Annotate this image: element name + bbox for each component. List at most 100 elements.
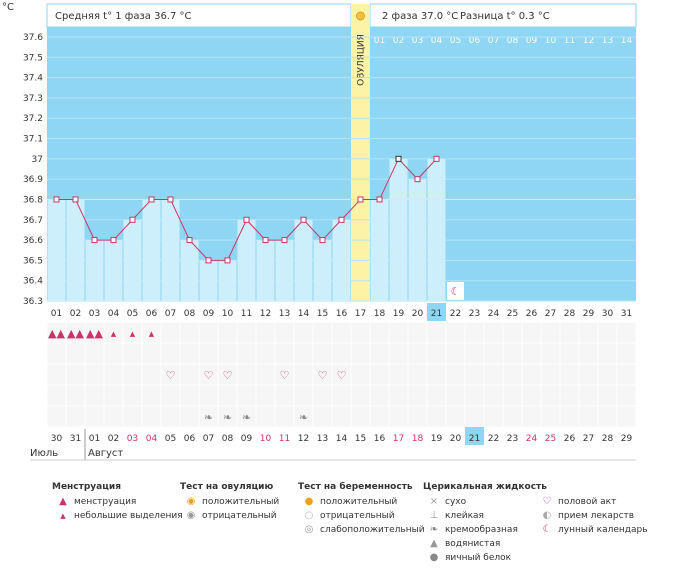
legend-label: сухо bbox=[445, 497, 467, 507]
symbol-cell bbox=[522, 406, 541, 427]
cycle-day-label: 03 bbox=[89, 309, 100, 319]
symbol-cell bbox=[218, 385, 237, 406]
symbol-cell bbox=[351, 406, 370, 427]
cycle-day-label: 02 bbox=[70, 309, 81, 319]
symbol-cell bbox=[503, 343, 522, 364]
egg-white-icon: ● bbox=[429, 552, 439, 563]
y-tick-label: 37.5 bbox=[23, 53, 43, 63]
symbol-cell bbox=[237, 406, 256, 427]
difference-text: Разница t° 0.3 °C bbox=[460, 11, 550, 22]
heart-icon: ♡ bbox=[204, 369, 214, 382]
calendar-date-label: 28 bbox=[602, 434, 614, 444]
temperature-point bbox=[338, 216, 345, 223]
symbol-cell bbox=[47, 406, 66, 427]
symbol-cell bbox=[104, 322, 123, 343]
symbol-cell bbox=[161, 343, 180, 364]
temperature-bar bbox=[142, 199, 161, 301]
watery-icon: ▲ bbox=[430, 538, 438, 549]
temperature-point bbox=[72, 196, 79, 203]
symbol-cell bbox=[256, 406, 275, 427]
symbol-cell bbox=[66, 385, 85, 406]
symbol-cell bbox=[351, 385, 370, 406]
y-tick-label: 36.9 bbox=[23, 175, 43, 185]
symbol-cell bbox=[465, 385, 484, 406]
symbol-cell bbox=[161, 406, 180, 427]
symbol-cell bbox=[123, 343, 142, 364]
symbol-cell bbox=[66, 322, 85, 343]
temperature-bar bbox=[256, 240, 275, 301]
calendar-date-label: 09 bbox=[241, 434, 253, 444]
calendar-date-label: 24 bbox=[526, 434, 538, 444]
symbol-cell bbox=[294, 385, 313, 406]
cycle-day-label: 31 bbox=[621, 309, 632, 319]
symbol-cell bbox=[617, 364, 636, 385]
temperature-bar bbox=[47, 199, 66, 301]
symbol-cell bbox=[579, 364, 598, 385]
post-ov-day: 02 bbox=[393, 36, 404, 46]
symbol-cell bbox=[47, 322, 66, 343]
calendar-date-label: 01 bbox=[89, 434, 100, 444]
y-tick-label: 36.6 bbox=[23, 236, 43, 246]
symbol-cell bbox=[218, 343, 237, 364]
symbol-cell bbox=[66, 343, 85, 364]
calendar-date-label: 31 bbox=[70, 434, 81, 444]
temperature-bar bbox=[199, 260, 218, 301]
symbol-cell bbox=[218, 364, 237, 385]
symbol-cell bbox=[180, 364, 199, 385]
symbol-cell bbox=[66, 364, 85, 385]
temperature-bar bbox=[123, 219, 142, 301]
legend-label: менструация bbox=[74, 497, 137, 507]
cycle-day-label: 17 bbox=[355, 309, 366, 319]
post-ov-day: 03 bbox=[412, 36, 423, 46]
temperature-point bbox=[395, 155, 402, 162]
y-tick-label: 36.8 bbox=[23, 195, 43, 205]
symbol-cell bbox=[560, 322, 579, 343]
symbol-cell bbox=[123, 322, 142, 343]
cycle-day-label: 20 bbox=[412, 309, 424, 319]
heart-icon: ♡ bbox=[318, 369, 328, 382]
legend-label: небольшие выделения bbox=[74, 511, 183, 521]
symbol-cell bbox=[275, 343, 294, 364]
calendar-date-label: 11 bbox=[279, 434, 290, 444]
cycle-day-label: 29 bbox=[583, 309, 595, 319]
symbol-cell bbox=[199, 364, 218, 385]
post-ov-day: 14 bbox=[621, 36, 633, 46]
symbol-cell bbox=[484, 343, 503, 364]
symbol-cell bbox=[47, 364, 66, 385]
calendar-date-label: 16 bbox=[374, 434, 386, 444]
calendar-date-label: 18 bbox=[412, 434, 424, 444]
cycle-day-label: 12 bbox=[260, 309, 271, 319]
symbol-cell bbox=[180, 406, 199, 427]
dry-icon: × bbox=[429, 496, 439, 507]
creamy-icon: ❧ bbox=[242, 411, 251, 424]
symbol-cell bbox=[332, 406, 351, 427]
y-tick-label: 37 bbox=[32, 155, 43, 165]
symbol-cell bbox=[199, 385, 218, 406]
symbol-cell bbox=[389, 385, 408, 406]
symbol-cell bbox=[66, 406, 85, 427]
moon-icon: ☾ bbox=[451, 285, 461, 298]
calendar-date-label: 26 bbox=[564, 434, 576, 444]
y-tick-label: 36.5 bbox=[23, 256, 43, 266]
calendar-date-label: 15 bbox=[355, 434, 366, 444]
symbol-cell bbox=[237, 385, 256, 406]
cycle-day-label: 05 bbox=[127, 309, 138, 319]
cycle-day-label: 18 bbox=[374, 309, 386, 319]
cycle-day-label: 09 bbox=[203, 309, 215, 319]
temperature-point bbox=[224, 257, 231, 264]
symbol-cell bbox=[313, 343, 332, 364]
post-ov-day: 04 bbox=[431, 36, 443, 46]
symbol-cell bbox=[408, 385, 427, 406]
cycle-day-label: 16 bbox=[336, 309, 348, 319]
y-tick-label: 37.3 bbox=[23, 94, 43, 104]
temperature-point bbox=[433, 155, 440, 162]
negative-preg-icon: ○ bbox=[304, 510, 314, 521]
symbol-cell bbox=[427, 385, 446, 406]
y-unit-label: °C bbox=[2, 2, 14, 13]
y-tick-label: 36.4 bbox=[23, 277, 43, 287]
symbol-cell bbox=[275, 364, 294, 385]
calendar-date-label: 29 bbox=[621, 434, 633, 444]
symbol-cell bbox=[617, 406, 636, 427]
symbol-cell bbox=[332, 385, 351, 406]
calendar-date-label: 19 bbox=[431, 434, 443, 444]
